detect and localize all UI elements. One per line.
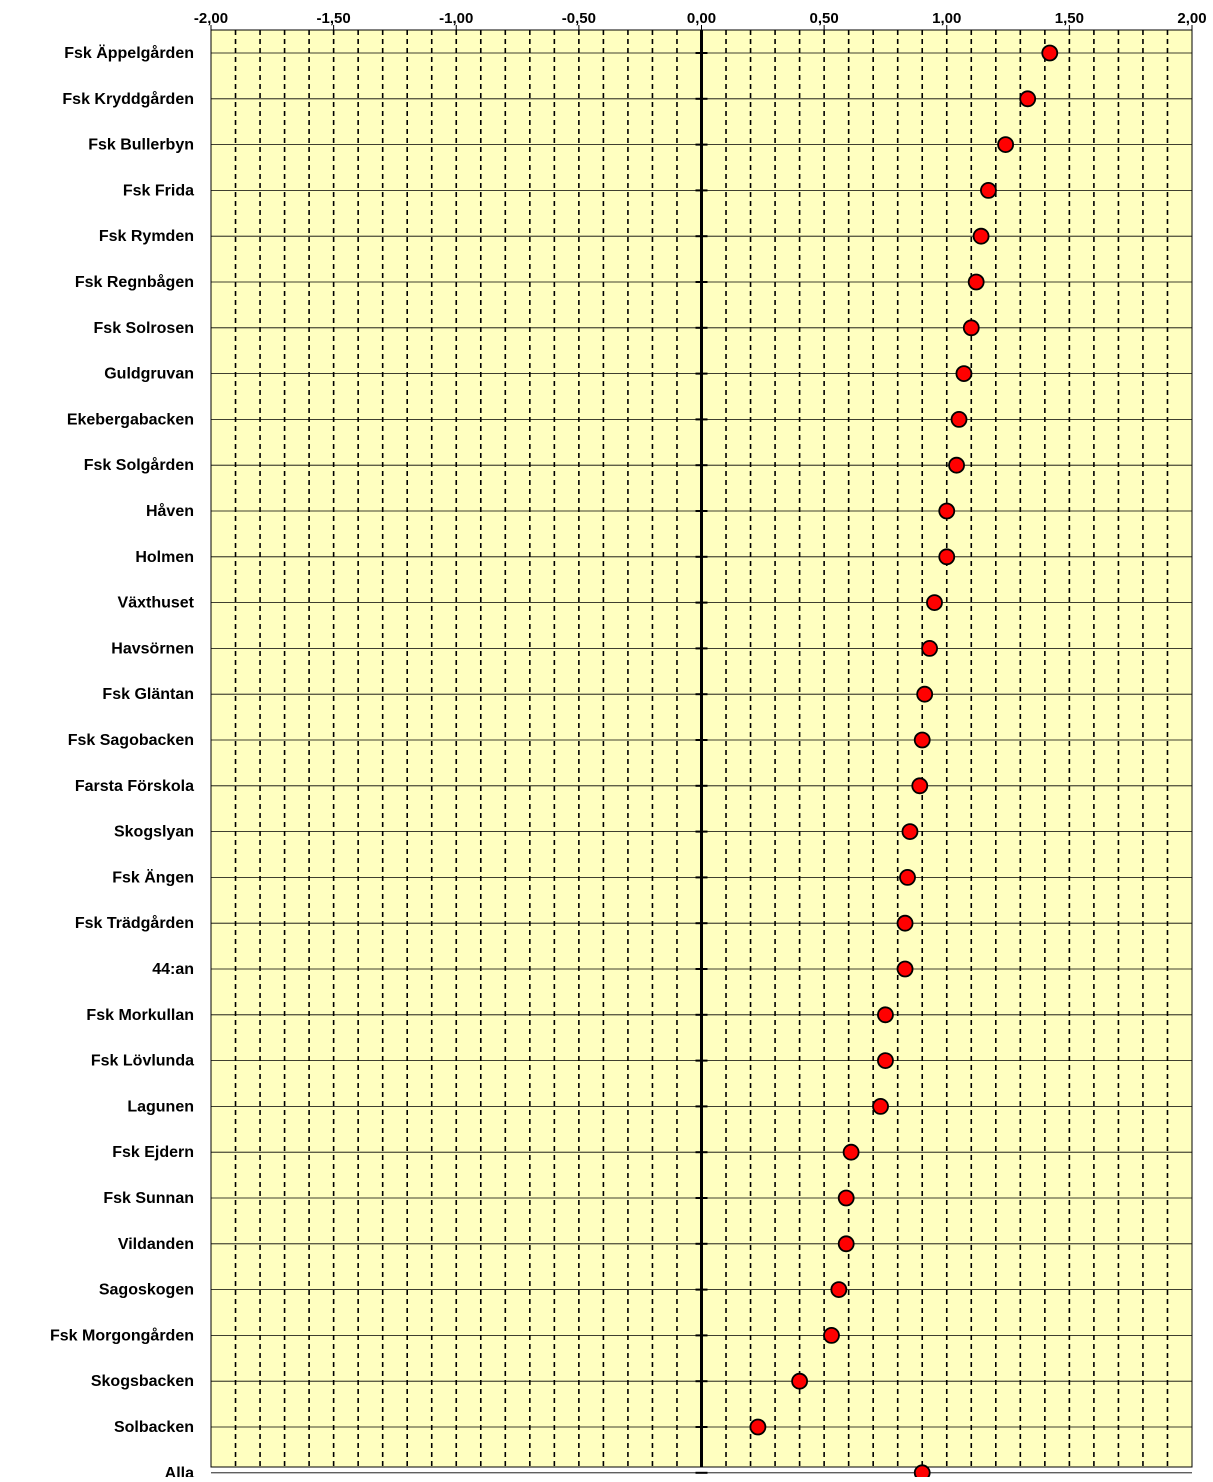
category-label: Skogsbacken [91, 1373, 194, 1390]
data-point [830, 1281, 848, 1298]
category-label: Sagoskogen [99, 1282, 194, 1299]
data-point [972, 227, 990, 245]
data-point [896, 960, 914, 978]
data-point [911, 777, 929, 795]
data-point [916, 685, 934, 703]
data-point [950, 410, 968, 428]
category-label: Guldgruvan [104, 366, 194, 383]
category-label: Fsk Äppelgården [64, 44, 194, 62]
category-label: Solbacken [114, 1419, 194, 1436]
data-point [926, 594, 943, 611]
category-label: Fsk Kryddgården [62, 90, 194, 108]
x-tick-label: -2,00 [194, 10, 228, 27]
category-label: Lagunen [127, 1098, 194, 1115]
data-point [749, 1418, 767, 1436]
category-label: Håven [146, 502, 194, 520]
category-label: Holmen [135, 549, 194, 566]
data-point [962, 319, 980, 337]
category-label: Alla [165, 1465, 194, 1477]
data-point [896, 914, 914, 932]
x-tick-label: 1,00 [932, 10, 961, 27]
data-point [877, 1052, 894, 1069]
category-label: Fsk Morkullan [86, 1007, 194, 1024]
data-point [955, 365, 973, 383]
category-label: Vildanden [118, 1236, 194, 1253]
category-label: Farsta Förskola [75, 778, 194, 795]
category-label: Fsk Rymden [99, 228, 194, 245]
category-label: Fsk Frida [123, 182, 194, 199]
category-label: Fsk Regnbågen [75, 273, 194, 291]
x-tick-label: 2,00 [1177, 10, 1206, 27]
x-tick-label: -1,00 [439, 10, 473, 27]
data-point [842, 1143, 860, 1161]
category-label: Skogslyan [114, 824, 194, 841]
category-label: Fsk Gläntan [102, 686, 194, 703]
data-point [823, 1327, 840, 1344]
data-point [938, 548, 956, 566]
data-point [877, 1006, 894, 1024]
x-tick-label: -0,50 [562, 10, 596, 27]
data-point [913, 731, 931, 749]
data-point [980, 181, 997, 199]
category-label: Fsk Morgongården [50, 1326, 194, 1344]
data-point [837, 1235, 855, 1253]
data-point [967, 273, 985, 291]
category-label: Fsk Sunnan [103, 1190, 194, 1207]
category-label: Fsk Lövlunda [91, 1053, 194, 1070]
category-label: Fsk Sagobacken [68, 732, 194, 749]
data-point [899, 869, 916, 886]
x-tick-label: 1,50 [1055, 10, 1084, 27]
category-label: Fsk Solgården [84, 456, 194, 474]
category-label: Ekebergabacken [67, 411, 194, 428]
data-point [901, 823, 919, 840]
data-point [1041, 44, 1059, 62]
data-point [921, 640, 938, 657]
data-point [791, 1372, 808, 1390]
category-label: Växthuset [118, 595, 195, 612]
category-label: Fsk Ejdern [112, 1144, 194, 1161]
category-label: Fsk Ängen [112, 868, 194, 886]
data-point [997, 136, 1015, 154]
category-label: Fsk Solrosen [94, 320, 194, 337]
x-tick-label: -1,50 [317, 10, 351, 27]
data-point [938, 502, 956, 520]
x-tick-label: 0,00 [687, 10, 716, 27]
data-point [837, 1189, 855, 1207]
category-label: Fsk Bullerbyn [88, 137, 194, 154]
category-label: Fsk Trädgården [75, 914, 194, 932]
category-label: Havsörnen [111, 640, 194, 657]
data-point [948, 456, 965, 474]
data-point [872, 1098, 889, 1115]
category-label: 44:an [152, 961, 194, 978]
data-point [1019, 90, 1037, 108]
data-point [913, 1464, 931, 1482]
x-tick-label: 0,50 [810, 10, 839, 27]
